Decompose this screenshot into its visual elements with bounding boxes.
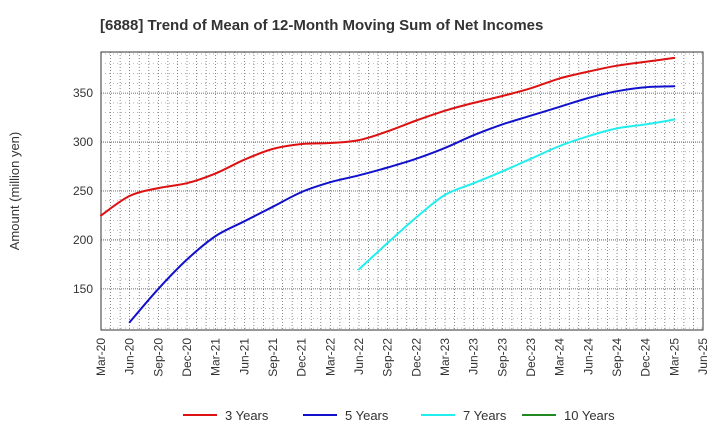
plot-area [100, 51, 704, 331]
x-tick-label: Sep-20 [151, 338, 165, 377]
x-tick-label: Jun-24 [581, 338, 595, 375]
x-tick-label: Mar-22 [323, 338, 337, 376]
y-tick-label: 250 [73, 184, 93, 198]
x-tick-label: Dec-22 [409, 338, 423, 377]
x-tick-label: Sep-23 [495, 338, 509, 377]
legend-item: 3 Years [183, 408, 269, 423]
chart-title: [6888] Trend of Mean of 12-Month Moving … [100, 17, 543, 34]
series-line-5-years [128, 85, 676, 324]
x-tick-label: Jun-22 [352, 338, 366, 375]
x-tick-label: Dec-21 [295, 338, 309, 377]
y-tick-label: 200 [73, 233, 93, 247]
x-tick-label: Jun-25 [696, 338, 710, 375]
x-tick-label: Sep-21 [266, 338, 280, 377]
x-axis-ticks: Mar-20 Jun-20 Sep-20 Dec-20 Mar-21 Jun-21 Sep-… [94, 338, 710, 377]
x-tick-label: Sep-24 [610, 338, 624, 377]
legend-item: 10 Years [522, 408, 615, 423]
y-tick-label: 350 [73, 86, 93, 100]
y-tick-label: 150 [73, 282, 93, 296]
legend-label: 3 Years [225, 408, 269, 423]
y-axis-label: Amount (million yen) [7, 132, 22, 251]
legend-item: 5 Years [303, 408, 389, 423]
legend-item: 7 Years [421, 408, 507, 423]
legend-label: 10 Years [564, 408, 615, 423]
series-lines [100, 56, 676, 324]
series-line-3-years [100, 56, 676, 217]
legend-label: 5 Years [345, 408, 389, 423]
x-tick-label: Dec-24 [639, 338, 653, 377]
y-axis-ticks: 150 200 250 300 350 [73, 86, 93, 296]
x-tick-label: Mar-24 [553, 338, 567, 376]
y-tick-label: 300 [73, 135, 93, 149]
x-tick-label: Mar-20 [94, 338, 108, 376]
x-tick-label: Mar-21 [209, 338, 223, 376]
x-tick-label: Mar-23 [438, 338, 452, 376]
x-tick-label: Sep-22 [381, 338, 395, 377]
x-tick-label: Jun-21 [237, 338, 251, 375]
x-tick-label: Dec-23 [524, 338, 538, 377]
x-tick-label: Jun-20 [123, 338, 137, 375]
series-line-7-years [358, 118, 676, 271]
legend-label: 7 Years [463, 408, 507, 423]
x-tick-label: Jun-23 [467, 338, 481, 375]
x-tick-label: Mar-25 [667, 338, 681, 376]
x-tick-label: Dec-20 [180, 338, 194, 377]
legend: 3 Years 5 Years 7 Years 10 Years [183, 408, 615, 423]
